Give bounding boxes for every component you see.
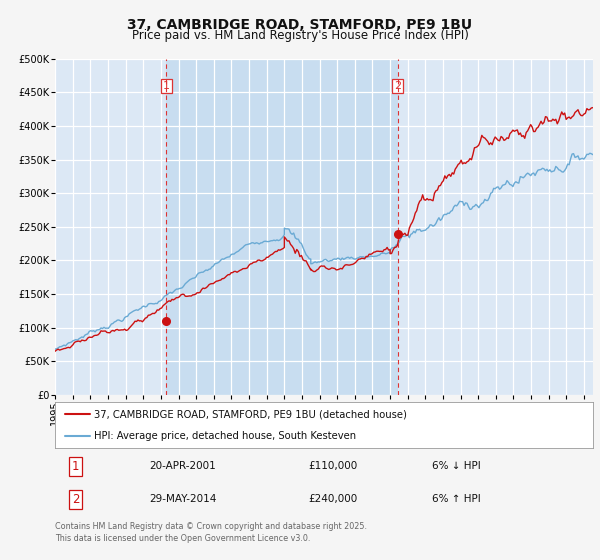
Text: HPI: Average price, detached house, South Kesteven: HPI: Average price, detached house, Sout… xyxy=(94,431,356,441)
Text: Price paid vs. HM Land Registry's House Price Index (HPI): Price paid vs. HM Land Registry's House … xyxy=(131,29,469,42)
Text: 20-APR-2001: 20-APR-2001 xyxy=(149,461,216,472)
Text: 37, CAMBRIDGE ROAD, STAMFORD, PE9 1BU: 37, CAMBRIDGE ROAD, STAMFORD, PE9 1BU xyxy=(127,18,473,32)
Text: 2: 2 xyxy=(394,81,401,91)
Text: 1: 1 xyxy=(163,81,170,91)
Bar xyxy=(166,59,398,395)
Text: £240,000: £240,000 xyxy=(308,494,357,505)
Text: 2: 2 xyxy=(72,493,79,506)
Text: £110,000: £110,000 xyxy=(308,461,357,472)
Text: 29-MAY-2014: 29-MAY-2014 xyxy=(149,494,217,505)
Text: 1: 1 xyxy=(72,460,79,473)
Text: Contains HM Land Registry data © Crown copyright and database right 2025.
This d: Contains HM Land Registry data © Crown c… xyxy=(55,522,367,543)
Text: 6% ↑ HPI: 6% ↑ HPI xyxy=(431,494,480,505)
Text: 37, CAMBRIDGE ROAD, STAMFORD, PE9 1BU (detached house): 37, CAMBRIDGE ROAD, STAMFORD, PE9 1BU (d… xyxy=(94,409,407,419)
Text: 6% ↓ HPI: 6% ↓ HPI xyxy=(431,461,480,472)
